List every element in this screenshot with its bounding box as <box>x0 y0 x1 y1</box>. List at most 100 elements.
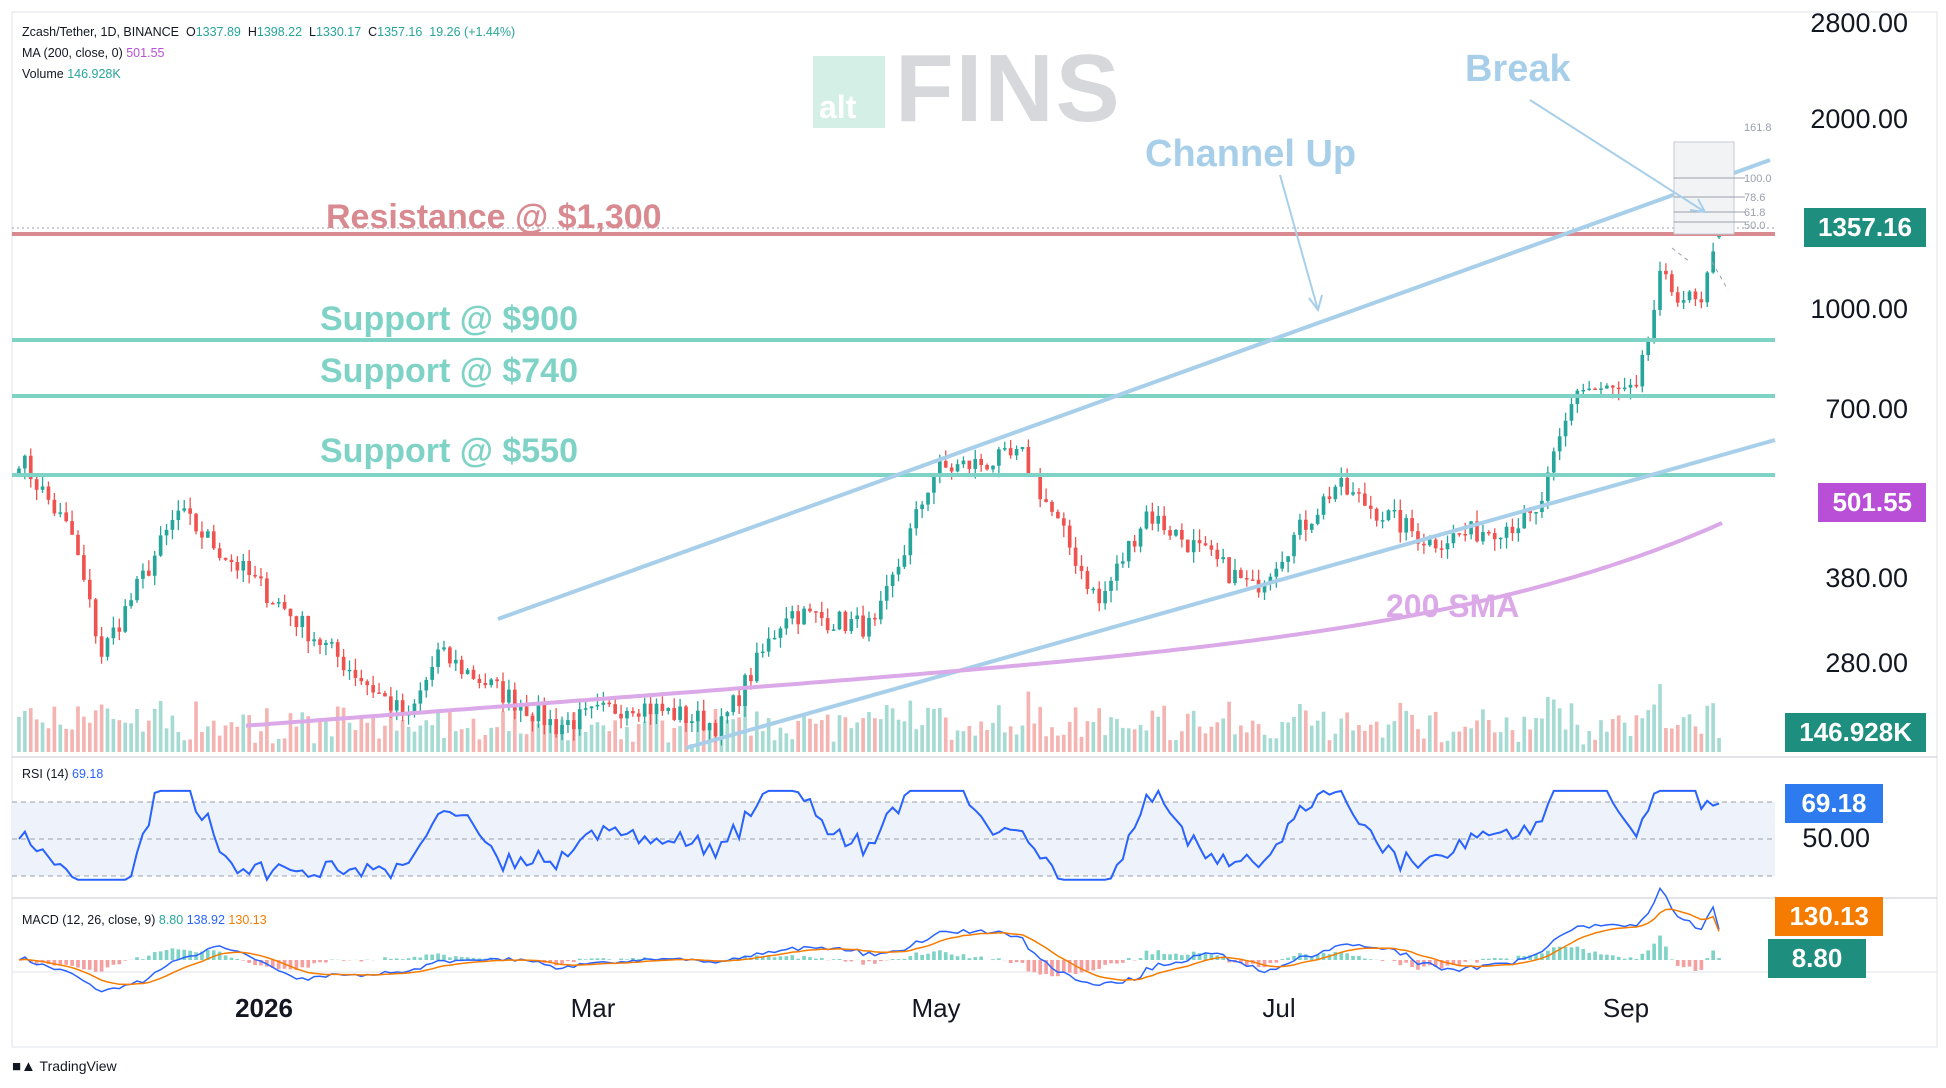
volume-bar <box>778 727 783 752</box>
candle-body <box>123 606 128 632</box>
macd-hist-bar <box>861 960 865 965</box>
candle-body <box>926 492 930 505</box>
volume-bar <box>46 728 51 752</box>
macd-hist-bar <box>1451 960 1456 966</box>
sma-200-line <box>245 521 1723 728</box>
volume-bar <box>1085 721 1090 752</box>
tradingview-brand[interactable]: ■▲ TradingView <box>12 1058 117 1075</box>
candle-body <box>825 618 830 631</box>
volume-bar <box>146 720 151 752</box>
candle-body <box>1304 519 1308 530</box>
candle-body <box>518 706 523 711</box>
candle-body <box>1416 531 1420 544</box>
macd-hist-bar <box>418 957 423 960</box>
candle-body <box>341 656 346 671</box>
volume-bar <box>23 710 27 752</box>
macd-hist-bar <box>1658 935 1662 960</box>
candle-body <box>1014 448 1019 456</box>
volume-bar <box>595 722 600 752</box>
macd-hist-bar <box>1457 960 1462 966</box>
x-tick-jul: Jul <box>1262 993 1296 1023</box>
ma-legend[interactable]: MA (200, close, 0) 501.55 <box>22 45 164 61</box>
volume-bar <box>105 708 110 752</box>
volume-bar <box>377 738 381 752</box>
macd-hist-bar <box>247 960 252 963</box>
macd-hist-bar <box>341 960 346 961</box>
candle-body <box>1191 540 1196 553</box>
symbol-label: Zcash/Tether, 1D, BINANCE <box>22 25 180 39</box>
candle-body <box>648 703 653 715</box>
volume-bar <box>1020 725 1025 752</box>
candle-body <box>932 473 936 493</box>
low-value: 1330.17 <box>315 25 362 39</box>
candle-body <box>920 504 924 510</box>
volume-bar <box>489 727 494 752</box>
volume-bar <box>347 722 352 752</box>
macd-hist-bar <box>991 959 995 960</box>
volume-bar <box>1439 742 1444 752</box>
macd-hist-bar <box>99 960 104 972</box>
volume-bar <box>1469 728 1473 752</box>
volume-bar <box>206 726 210 752</box>
volume-legend[interactable]: Volume 146.928K <box>22 66 121 82</box>
candle-body <box>1652 309 1656 340</box>
candle-body <box>666 707 671 712</box>
candle-body <box>200 531 204 538</box>
candle-body <box>235 562 240 571</box>
macd-hist-bar <box>1345 953 1349 960</box>
volume-bar <box>1056 735 1060 752</box>
volume-bar <box>1599 720 1603 752</box>
macd-hist-bar <box>1357 955 1361 960</box>
macd-hist-bar <box>111 960 116 965</box>
candle-body <box>430 666 434 680</box>
volume-bar <box>1026 691 1031 752</box>
volume-bar <box>1227 701 1231 752</box>
volume-bar <box>93 710 98 752</box>
volume-bar <box>424 720 429 752</box>
candle-body <box>943 460 948 468</box>
volume-bar <box>1215 722 1220 752</box>
volume-bar <box>536 723 541 752</box>
rsi-legend[interactable]: RSI (14) 69.18 <box>22 766 103 782</box>
altfins-watermark: alt FINS <box>813 41 1122 137</box>
candle-body <box>808 608 812 612</box>
support-900-annotation: Support @ $900 <box>320 300 578 338</box>
candle-body <box>1126 540 1131 562</box>
macd-hist-bar <box>135 957 139 960</box>
candle-body <box>1410 518 1414 532</box>
volume-bar <box>695 713 700 752</box>
candle-body <box>58 512 63 514</box>
macd-hist-bar <box>507 957 511 960</box>
volume-bar <box>672 727 677 752</box>
volume-bar <box>64 728 69 752</box>
macd-hist-bar <box>1321 952 1326 960</box>
volume-bar <box>152 708 157 752</box>
macd-hist-bar <box>1221 957 1226 960</box>
macd-hist-bar <box>943 952 948 960</box>
candle-body <box>1610 385 1615 388</box>
fib-label-50: 50.0 <box>1744 220 1765 232</box>
volume-badge: 146.928K <box>1785 713 1926 752</box>
candle-body <box>589 706 594 709</box>
candle-body <box>141 570 145 579</box>
volume-bar <box>1327 740 1332 752</box>
candle-body <box>1404 518 1409 533</box>
macd-hist-bar <box>908 956 913 960</box>
volume-bar <box>1321 711 1326 752</box>
candle-body <box>660 703 665 712</box>
volume-bar <box>512 699 517 752</box>
candle-body <box>967 460 972 469</box>
macd-legend[interactable]: MACD (12, 26, close, 9) 8.80 138.92 130.… <box>22 912 267 928</box>
macd-hist-bar <box>878 960 883 962</box>
macd-hist-bar <box>1504 958 1509 960</box>
volume-bar <box>87 722 92 752</box>
volume-bar <box>583 732 588 752</box>
candle-body <box>1433 539 1438 549</box>
watermark-box-text: alt <box>819 89 857 125</box>
candle-body <box>707 722 712 731</box>
candle-body <box>93 599 98 637</box>
candle-body <box>1315 514 1320 524</box>
volume-bar <box>701 722 706 752</box>
candle-body <box>194 513 198 532</box>
